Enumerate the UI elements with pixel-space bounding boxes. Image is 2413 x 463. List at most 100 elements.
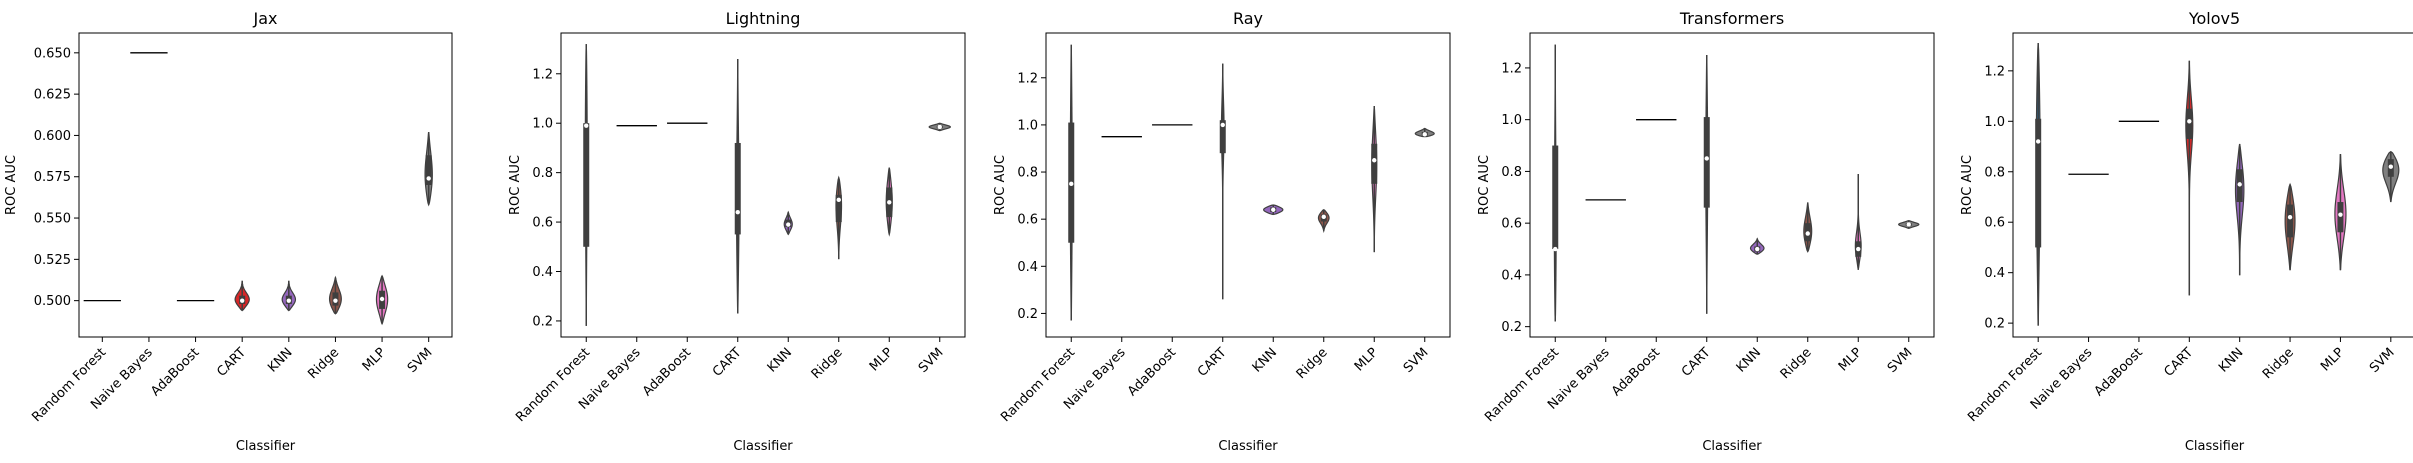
median-dot (1372, 158, 1377, 163)
y-tick-label: 0.575 (34, 170, 71, 185)
x-tick-label: SVM (1401, 345, 1432, 376)
x-tick-label: MLP (1836, 345, 1865, 374)
violin-mlp (1854, 174, 1862, 270)
median-dot (1069, 181, 1074, 187)
median-dot (1220, 122, 1225, 128)
median-dot (786, 222, 791, 227)
median-dot (2187, 119, 2192, 124)
x-tick-label: CART (710, 345, 745, 380)
x-tick-label: KNN (265, 345, 295, 375)
y-tick-label: 0.600 (34, 129, 71, 144)
x-tick-label: MLP (1352, 345, 1381, 374)
plot-frame (78, 32, 453, 338)
median-dot (2388, 164, 2394, 169)
median-dot (2287, 214, 2293, 220)
median-dot (1856, 246, 1861, 252)
x-axis-label: Classifier (1702, 439, 1762, 454)
y-tick-label: 0.2 (1501, 320, 1522, 335)
y-tick-label: 0.4 (1501, 268, 1522, 283)
median-dot (426, 176, 431, 181)
plot-frame (560, 32, 966, 338)
violin-mlp (375, 274, 389, 326)
y-tick-label: 1.0 (532, 117, 553, 132)
y-tick-label: 0.8 (532, 166, 553, 181)
violin-random-forest (2035, 43, 2042, 326)
median-dot (1321, 214, 1326, 220)
x-tick-label: AdaBoost (1125, 345, 1179, 399)
median-dot (735, 209, 740, 215)
y-tick-label: 0.500 (34, 294, 71, 309)
violin-knn (1749, 237, 1765, 255)
y-tick-label: 0.6 (532, 216, 553, 231)
iqr-box (1371, 143, 1378, 184)
x-axis-label: Classifier (1218, 439, 1278, 454)
violin-ridge (1803, 202, 1813, 253)
x-tick-label: CART (1195, 345, 1230, 380)
median-dot (1553, 246, 1558, 252)
median-dot (1704, 156, 1709, 161)
median-dot (1906, 222, 1911, 227)
y-tick-label: 0.4 (1984, 266, 2005, 281)
x-tick-label: Ridge (2260, 345, 2297, 382)
iqr-box (1219, 120, 1226, 154)
x-axis-label: Classifier (2185, 439, 2245, 454)
y-tick-label: 1.2 (1984, 64, 2005, 79)
y-tick-label: 0.2 (532, 314, 553, 329)
violin-cart (1703, 54, 1710, 314)
plot-frame (1045, 32, 1451, 338)
median-dot (286, 298, 292, 303)
plot-frame (2012, 32, 2413, 338)
violin-mlp (1371, 106, 1378, 253)
x-axis-label: Classifier (733, 439, 793, 454)
median-dot (239, 298, 245, 303)
y-tick-label: 0.625 (34, 88, 71, 103)
panel-title: Lightning (726, 9, 801, 28)
violin-random-forest (1068, 44, 1075, 321)
y-tick-label: 0.4 (532, 265, 553, 280)
iqr-box (835, 194, 842, 223)
x-tick-label: SVM (1885, 345, 1916, 376)
x-tick-label: AdaBoost (1609, 345, 1663, 399)
y-tick-label: 0.4 (1017, 260, 1038, 275)
x-tick-label: KNN (1734, 345, 1764, 375)
y-axis-label: ROC AUC (4, 155, 19, 215)
y-tick-label: 0.2 (1984, 317, 2005, 332)
x-tick-label: AdaBoost (2092, 345, 2146, 399)
panel-title: Yolov5 (2188, 9, 2240, 28)
x-tick-label: SVM (405, 345, 436, 376)
panel-title: Ray (1233, 9, 1263, 28)
violin-cart (734, 58, 741, 314)
y-axis-label: ROC AUC (1960, 155, 1975, 215)
violin-svm (2382, 150, 2400, 203)
x-tick-label: Random Forest (1965, 345, 2045, 425)
x-tick-label: Random Forest (998, 345, 1078, 425)
panel-title: Transformers (1679, 9, 1784, 28)
iqr-box (734, 142, 741, 235)
y-tick-label: 1.2 (1501, 61, 1522, 76)
x-tick-label: Random Forest (1482, 345, 1562, 425)
x-tick-label: Ridge (1294, 345, 1331, 382)
violin-ridge (2284, 182, 2296, 271)
iqr-box (583, 123, 590, 247)
plot-frame (1529, 32, 1935, 338)
panel-title: Jax (253, 9, 278, 28)
iqr-box (1703, 117, 1710, 208)
y-axis-label: ROC AUC (508, 155, 523, 215)
x-tick-label: Random Forest (29, 345, 109, 425)
violin-mlp (885, 167, 893, 237)
x-tick-label: AdaBoost (640, 345, 694, 399)
x-tick-label: MLP (2318, 345, 2347, 374)
iqr-box (425, 155, 432, 185)
median-dot (584, 123, 589, 128)
violin-knn (1263, 204, 1284, 216)
y-tick-label: 1.2 (532, 67, 553, 82)
median-dot (1422, 132, 1427, 137)
x-tick-label: SVM (2367, 345, 2398, 376)
median-dot (1271, 207, 1276, 212)
y-axis-label: ROC AUC (993, 155, 1008, 215)
violin-knn (281, 280, 297, 312)
violin-ridge (328, 275, 342, 315)
